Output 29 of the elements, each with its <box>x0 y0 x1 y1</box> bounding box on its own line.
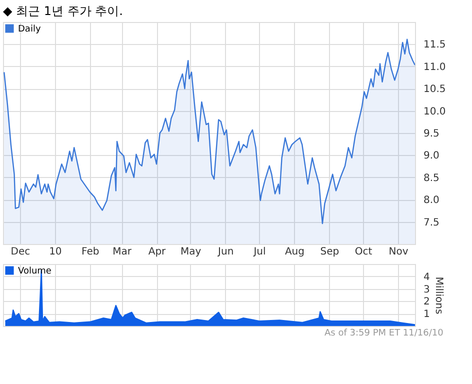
legend-label: Daily <box>18 24 42 34</box>
x-tick-label: Sep <box>320 246 340 258</box>
x-tick-label: Jul <box>252 246 266 258</box>
x-tick-label: Jun <box>217 246 234 258</box>
x-tick-label: 10 <box>49 246 62 258</box>
x-tick-label: Dec <box>10 246 30 258</box>
x-tick-label: Nov <box>388 246 408 258</box>
x-tick-label: Apr <box>148 246 167 258</box>
y-tick-label: 8.5 <box>424 172 440 184</box>
y-tick-label: 2 <box>424 296 430 308</box>
x-tick-label: Mar <box>112 246 132 258</box>
y-tick-label: 10.5 <box>424 84 446 96</box>
x-tick-label: May <box>180 246 202 258</box>
y-tick-label: 9.0 <box>424 150 440 162</box>
y-tick-label: 11.0 <box>424 62 446 73</box>
y-tick-label: 11.5 <box>424 40 446 51</box>
chart-title: ◆ 최근 1년 주가 추이. <box>3 4 123 18</box>
y-tick-label: 3 <box>424 284 430 296</box>
x-tick-label: Oct <box>354 246 372 258</box>
y-tick-label: 7.5 <box>424 217 440 228</box>
y-tick-label: 9.5 <box>424 128 440 140</box>
y-axis-title: Millions <box>432 276 444 314</box>
y-tick-label: 1 <box>424 309 430 320</box>
y-tick-label: 4 <box>424 272 430 283</box>
text: As of 3:59 PM ET 11/16/10 <box>324 328 444 338</box>
x-tick-label: Feb <box>82 246 100 258</box>
y-tick-label: 10.0 <box>424 106 446 118</box>
x-tick-label: Aug <box>284 246 304 258</box>
y-tick-label: 8.0 <box>424 195 440 206</box>
